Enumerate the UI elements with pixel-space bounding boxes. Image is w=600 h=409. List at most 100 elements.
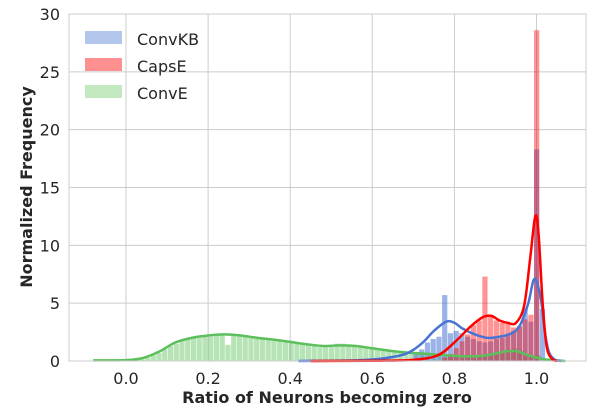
- histogram-bar: [317, 347, 323, 361]
- histogram-bar: [534, 149, 540, 361]
- histogram-bar: [265, 340, 271, 361]
- histogram-bar: [208, 336, 214, 361]
- histogram-bar: [294, 342, 300, 361]
- histogram-bar: [522, 307, 528, 361]
- legend-label-capse: CapsE: [137, 57, 187, 76]
- legend-swatch-conve: [85, 85, 122, 98]
- histogram-bar: [162, 349, 168, 361]
- histogram-bar: [139, 359, 145, 361]
- histogram-bar: [499, 337, 505, 361]
- histogram-bar: [499, 322, 505, 361]
- histogram-bar: [225, 344, 231, 361]
- histogram-bar: [436, 336, 442, 361]
- histogram-bar: [185, 339, 191, 361]
- histogram-bar: [476, 320, 482, 361]
- histogram-bar: [340, 343, 346, 361]
- histogram-bar: [363, 347, 369, 361]
- y-axis-ticks: 0 5 10 15 20 25 30: [40, 5, 60, 371]
- histogram-bar: [328, 344, 335, 361]
- histogram-bar: [271, 340, 277, 361]
- legend-label-conve: ConvE: [137, 84, 188, 103]
- histogram-bar: [459, 333, 465, 361]
- x-tick-label: 0.8: [442, 369, 467, 388]
- histogram-bar: [447, 354, 454, 361]
- histogram-bar: [505, 335, 511, 361]
- x-axis-label: Ratio of Neurons becoming zero: [182, 388, 472, 407]
- x-tick-label: 0.4: [277, 369, 302, 388]
- x-axis-ticks: 0.0 0.2 0.4 0.6 0.8 1.0: [113, 369, 549, 388]
- histogram-bar: [453, 348, 459, 361]
- histogram-bar: [459, 341, 465, 361]
- histogram-bar: [219, 334, 225, 361]
- histogram-bar: [236, 335, 243, 361]
- histogram-bar: [409, 352, 415, 361]
- histogram-bar: [511, 330, 517, 361]
- histogram-bars: [121, 30, 546, 362]
- histogram-bar: [488, 341, 494, 361]
- histogram-bar: [528, 321, 534, 361]
- histogram-bar: [242, 336, 248, 361]
- histogram-bar: [248, 337, 254, 361]
- histogram-bar: [346, 344, 352, 361]
- histogram-bar: [465, 334, 471, 361]
- histogram-bar: [442, 295, 448, 361]
- histogram-bar: [442, 357, 448, 361]
- histogram-bar: [369, 348, 375, 361]
- y-tick-label: 30: [40, 5, 60, 24]
- legend: ConvKB CapsE ConvE: [85, 30, 199, 103]
- y-tick-label: 5: [50, 294, 60, 313]
- histogram-bar: [282, 341, 289, 361]
- kde-curves: [93, 214, 566, 363]
- histogram-bar: [323, 345, 329, 361]
- x-tick-label: 1.0: [524, 369, 549, 388]
- histogram-bar: [167, 345, 174, 361]
- histogram-bar: [179, 340, 185, 361]
- histogram-bar: [413, 354, 419, 361]
- histogram-bar: [305, 343, 312, 361]
- legend-label-convkb: ConvKB: [137, 30, 199, 49]
- legend-swatch-capse: [85, 58, 122, 71]
- histogram-bar: [470, 325, 477, 361]
- histogram-bar: [374, 349, 380, 361]
- histogram-bar: [511, 327, 517, 361]
- histogram-bar: [231, 334, 237, 361]
- histogram-bar: [288, 342, 294, 361]
- histogram-bar: [522, 319, 528, 361]
- histogram-bar: [213, 335, 220, 361]
- histogram-bar: [357, 345, 363, 361]
- y-axis-label: Normalized Frequency: [17, 86, 36, 288]
- x-tick-label: 0.6: [360, 369, 385, 388]
- histogram-bar: [465, 336, 471, 361]
- histogram-bar: [351, 344, 358, 361]
- histogram-bar: [144, 357, 151, 361]
- histogram-bar: [539, 308, 546, 361]
- histogram-bar: [493, 320, 500, 361]
- histogram-bar: [334, 343, 340, 361]
- histogram-bar: [482, 342, 488, 361]
- y-tick-label: 25: [40, 63, 60, 82]
- histogram-bar: [430, 339, 436, 361]
- kde-curve-capse: [310, 214, 558, 363]
- y-tick-label: 20: [40, 121, 60, 140]
- x-tick-label: 0.0: [113, 369, 138, 388]
- x-tick-label: 0.2: [195, 369, 220, 388]
- histogram-bar: [173, 343, 179, 361]
- plot-frame: [68, 13, 587, 362]
- histogram-bar: [528, 314, 534, 361]
- histogram-bar: [453, 330, 459, 361]
- histogram-bar: [150, 355, 156, 361]
- histogram-bar: [386, 350, 392, 361]
- histogram-bar: [516, 326, 523, 361]
- histogram-bar: [300, 343, 306, 361]
- histogram-bar: [493, 339, 500, 361]
- histogram-bar: [202, 336, 208, 361]
- histogram-bar: [516, 326, 523, 361]
- histogram-bar: [403, 352, 409, 361]
- histogram-bar: [505, 323, 511, 361]
- y-tick-label: 10: [40, 236, 60, 255]
- histogram-bar: [419, 349, 425, 361]
- legend-swatch-convkb: [85, 31, 122, 44]
- kde-curve-conve: [93, 333, 566, 363]
- histogram-bar: [380, 350, 386, 361]
